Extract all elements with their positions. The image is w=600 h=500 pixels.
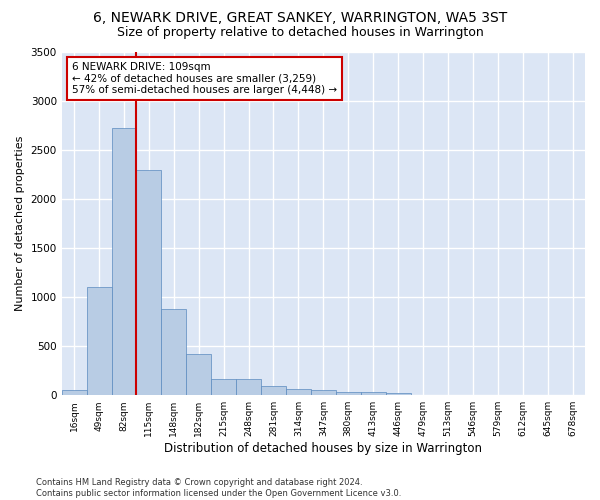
Bar xyxy=(136,170,161,395)
Text: Contains HM Land Registry data © Crown copyright and database right 2024.
Contai: Contains HM Land Registry data © Crown c… xyxy=(36,478,401,498)
Bar xyxy=(186,354,211,395)
Bar xyxy=(311,390,336,395)
Bar xyxy=(261,386,286,395)
Text: 6, NEWARK DRIVE, GREAT SANKEY, WARRINGTON, WA5 3ST: 6, NEWARK DRIVE, GREAT SANKEY, WARRINGTO… xyxy=(93,11,507,25)
Bar xyxy=(236,378,261,395)
Bar xyxy=(86,287,112,395)
Bar xyxy=(161,309,186,395)
Bar xyxy=(361,392,386,395)
Bar xyxy=(211,378,236,395)
Bar xyxy=(386,393,410,395)
X-axis label: Distribution of detached houses by size in Warrington: Distribution of detached houses by size … xyxy=(164,442,482,455)
Bar xyxy=(286,390,311,395)
Text: Size of property relative to detached houses in Warrington: Size of property relative to detached ho… xyxy=(116,26,484,39)
Text: 6 NEWARK DRIVE: 109sqm
← 42% of detached houses are smaller (3,259)
57% of semi-: 6 NEWARK DRIVE: 109sqm ← 42% of detached… xyxy=(72,62,337,95)
Y-axis label: Number of detached properties: Number of detached properties xyxy=(15,136,25,311)
Bar xyxy=(112,128,136,395)
Bar xyxy=(62,390,86,395)
Bar xyxy=(336,392,361,395)
